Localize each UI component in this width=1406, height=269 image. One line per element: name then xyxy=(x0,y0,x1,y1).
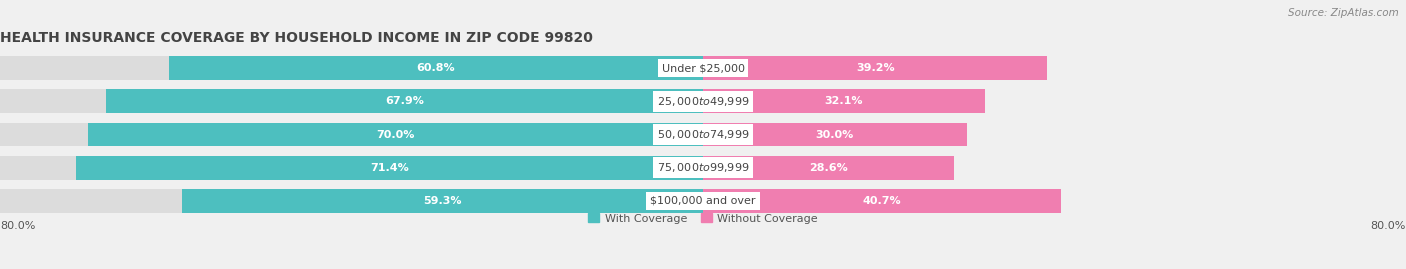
Text: 32.1%: 32.1% xyxy=(825,96,863,107)
Text: 67.9%: 67.9% xyxy=(385,96,425,107)
Bar xyxy=(169,56,703,80)
Text: 60.8%: 60.8% xyxy=(416,63,456,73)
Text: $50,000 to $74,999: $50,000 to $74,999 xyxy=(657,128,749,141)
Bar xyxy=(76,156,703,179)
Bar xyxy=(107,90,703,113)
Bar xyxy=(0,90,703,113)
Text: 30.0%: 30.0% xyxy=(815,129,853,140)
Legend: With Coverage, Without Coverage: With Coverage, Without Coverage xyxy=(588,213,818,224)
Text: 28.6%: 28.6% xyxy=(810,162,848,173)
Text: $100,000 and over: $100,000 and over xyxy=(650,196,756,206)
Text: 59.3%: 59.3% xyxy=(423,196,461,206)
Bar xyxy=(703,56,1047,80)
Text: 70.0%: 70.0% xyxy=(377,129,415,140)
Text: $75,000 to $99,999: $75,000 to $99,999 xyxy=(657,161,749,174)
Bar xyxy=(0,189,703,213)
Text: 40.7%: 40.7% xyxy=(862,196,901,206)
Bar xyxy=(0,56,703,80)
Bar xyxy=(0,156,703,179)
Bar xyxy=(703,123,967,146)
Text: 80.0%: 80.0% xyxy=(1371,221,1406,231)
Bar xyxy=(87,123,703,146)
Text: $25,000 to $49,999: $25,000 to $49,999 xyxy=(657,95,749,108)
Bar xyxy=(181,189,703,213)
Bar xyxy=(703,156,955,179)
Bar xyxy=(703,90,986,113)
Text: 39.2%: 39.2% xyxy=(856,63,894,73)
Text: HEALTH INSURANCE COVERAGE BY HOUSEHOLD INCOME IN ZIP CODE 99820: HEALTH INSURANCE COVERAGE BY HOUSEHOLD I… xyxy=(0,31,593,45)
Text: Source: ZipAtlas.com: Source: ZipAtlas.com xyxy=(1288,8,1399,18)
Text: 80.0%: 80.0% xyxy=(0,221,35,231)
Bar xyxy=(703,189,1060,213)
Text: Under $25,000: Under $25,000 xyxy=(661,63,745,73)
Bar xyxy=(0,123,703,146)
Text: 71.4%: 71.4% xyxy=(370,162,409,173)
